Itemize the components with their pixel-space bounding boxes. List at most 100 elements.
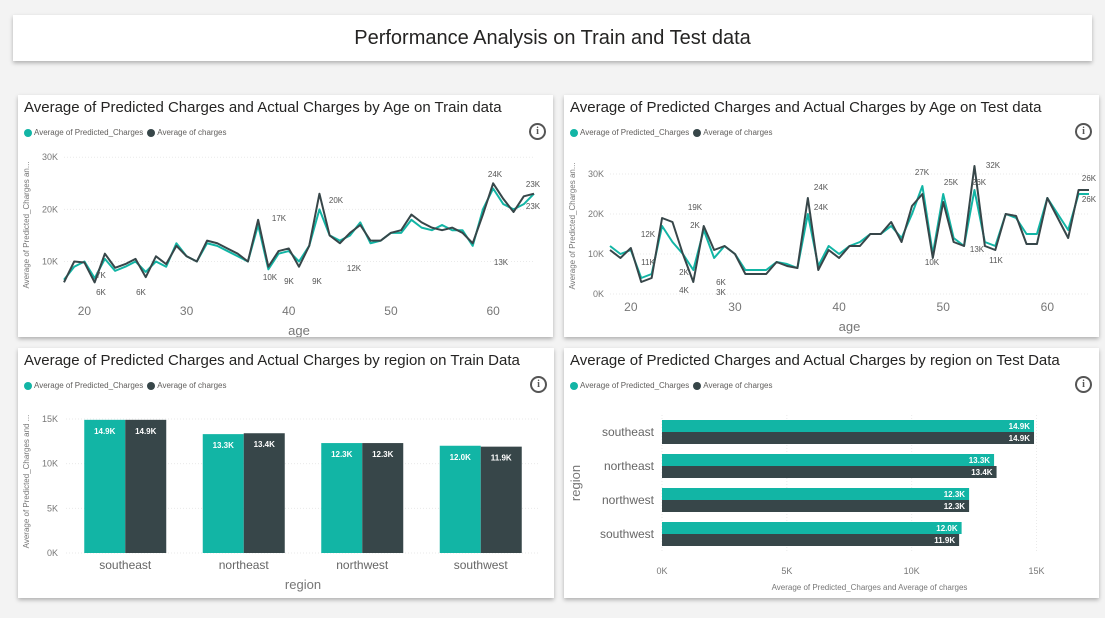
bar-value-label: 12.0K <box>450 453 472 462</box>
info-icon[interactable]: i <box>1075 123 1092 140</box>
bar-value-label: 12.3K <box>944 502 966 511</box>
x-tick-label: 40 <box>282 304 296 318</box>
data-label: 26K <box>1082 195 1097 204</box>
bar-value-label: 14.9K <box>94 427 116 436</box>
chart-legend[interactable]: Average of Predicted_Charges Average of … <box>570 128 777 137</box>
legend-item-predicted[interactable]: Average of Predicted_Charges <box>24 381 143 390</box>
chart-legend[interactable]: Average of Predicted_Charges Average of … <box>570 381 777 390</box>
predicted-series-line <box>609 185 1089 279</box>
train-region-chart-panel[interactable]: Average of Predicted Charges and Actual … <box>18 348 554 598</box>
legend-item-predicted[interactable]: Average of Predicted_Charges <box>24 128 143 137</box>
legend-dot-icon <box>147 128 156 137</box>
data-label: 26K <box>1082 174 1097 183</box>
bar <box>662 534 960 546</box>
bar-value-label: 13.3K <box>213 441 235 450</box>
data-label: 27K <box>915 168 930 177</box>
data-label: 3K <box>716 288 726 297</box>
test-region-chart-panel[interactable]: Average of Predicted Charges and Actual … <box>564 348 1099 598</box>
data-label: 10K <box>925 258 940 267</box>
data-label: 17K <box>272 214 287 223</box>
x-tick-label: 0K <box>656 566 667 576</box>
info-icon[interactable]: i <box>529 123 546 140</box>
y-tick-label: 20K <box>588 209 604 219</box>
chart-title: Average of Predicted Charges and Actual … <box>24 352 520 369</box>
y-tick-label: 10K <box>42 459 58 469</box>
bar <box>84 419 126 553</box>
data-label: 4K <box>679 286 689 295</box>
bar-value-label: 13.3K <box>969 456 991 465</box>
bar <box>662 432 1035 444</box>
y-tick-label: 15K <box>42 414 58 424</box>
legend-item-actual[interactable]: Average of charges <box>693 381 773 390</box>
legend-item-actual[interactable]: Average of charges <box>147 381 227 390</box>
legend-item-predicted[interactable]: Average of Predicted_Charges <box>570 128 689 137</box>
info-icon[interactable]: i <box>1075 376 1092 393</box>
bar <box>125 419 167 553</box>
bar <box>321 443 363 553</box>
x-tick-label: 20 <box>78 304 92 318</box>
x-tick-label: 40 <box>832 300 846 314</box>
y-tick-label: 10K <box>588 249 604 259</box>
data-label: 10K <box>263 273 278 282</box>
data-label: 9K <box>312 277 322 286</box>
bar <box>439 445 481 553</box>
x-axis-title: age <box>288 323 310 337</box>
page-title-card: Performance Analysis on Train and Test d… <box>13 15 1092 61</box>
chart-title: Average of Predicted Charges and Actual … <box>24 99 502 116</box>
data-label: 13K <box>970 245 985 254</box>
y-tick-label: northwest <box>602 493 655 507</box>
legend-item-predicted[interactable]: Average of Predicted_Charges <box>570 381 689 390</box>
x-tick-label: 60 <box>486 304 500 318</box>
info-icon[interactable]: i <box>530 376 547 393</box>
x-tick-label: 30 <box>728 300 742 314</box>
train-region-bar-chart: 0K 5K 10K 15K 14.9K 14.9K southeast 13.3K 13.4K n… <box>22 414 540 592</box>
bar-value-label: 13.4K <box>971 468 993 477</box>
bar <box>662 420 1035 432</box>
x-tick-label: 5K <box>781 566 792 576</box>
test-age-chart-panel[interactable]: Average of Predicted Charges and Actual … <box>564 95 1099 337</box>
data-label: 23K <box>526 202 541 211</box>
data-label: 25K <box>944 178 959 187</box>
legend-item-actual[interactable]: Average of charges <box>693 128 773 137</box>
y-tick-label: 0K <box>593 289 604 299</box>
data-label: 13K <box>494 258 509 267</box>
x-tick-label: 50 <box>937 300 951 314</box>
y-tick-label: 0K <box>47 548 58 558</box>
chart-legend[interactable]: Average of Predicted_Charges Average of … <box>24 128 231 137</box>
chart-title: Average of Predicted Charges and Actual … <box>570 352 1060 369</box>
bar <box>662 488 970 500</box>
train-age-line-chart: 10K 20K 30K 20 30 40 50 60 age Average of Predict… <box>22 152 541 337</box>
y-tick-label: 30K <box>588 169 604 179</box>
actual-series-line <box>63 182 535 284</box>
train-age-chart-panel[interactable]: Average of Predicted Charges and Actual … <box>18 95 553 337</box>
bar-value-label: 14.9K <box>135 427 157 436</box>
page-title: Performance Analysis on Train and Test d… <box>354 26 751 49</box>
legend-item-actual[interactable]: Average of charges <box>147 128 227 137</box>
y-tick-label: northeast <box>604 459 655 473</box>
data-label: 23K <box>526 180 541 189</box>
data-label: 2K <box>690 221 700 230</box>
bar <box>662 522 962 534</box>
chart-legend[interactable]: Average of Predicted_Charges Average of … <box>24 381 231 390</box>
x-axis-title: region <box>285 577 321 592</box>
bar-value-label: 11.9K <box>491 454 512 463</box>
data-label: 19K <box>688 203 703 212</box>
data-label: 20K <box>329 196 344 205</box>
data-label: 2K <box>679 268 689 277</box>
data-label: 12K <box>641 230 656 239</box>
y-tick-label: 5K <box>47 503 58 513</box>
x-tick-label: 30 <box>180 304 194 318</box>
x-tick-label: 10K <box>904 566 920 576</box>
data-label: 12K <box>347 264 362 273</box>
bar-value-label: 12.3K <box>331 450 353 459</box>
bar-value-label: 13.4K <box>254 440 276 449</box>
legend-dot-icon <box>570 381 578 390</box>
y-tick-label: southeast <box>602 425 655 439</box>
bar-value-label: 11.9K <box>934 536 955 545</box>
data-label: 24K <box>488 170 503 179</box>
y-axis-title: Average of Predicted_Charges an... <box>22 161 31 288</box>
data-label: 9K <box>284 277 294 286</box>
data-label: 26K <box>972 178 987 187</box>
legend-dot-icon <box>693 128 702 137</box>
x-tick-label: southeast <box>99 558 152 572</box>
